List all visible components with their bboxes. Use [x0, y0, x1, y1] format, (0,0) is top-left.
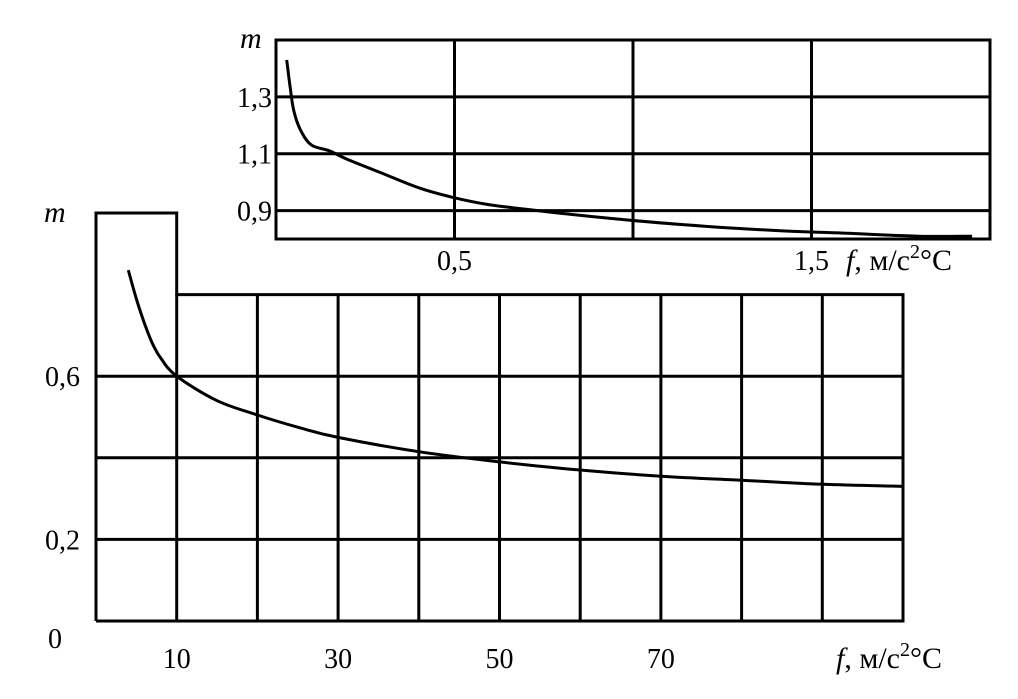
main-x-tick-label: 70	[647, 644, 675, 675]
main-y-tick-label: 0,6	[45, 362, 80, 393]
main-x-tick-label: 10	[163, 644, 191, 675]
inset-series-line	[285, 59, 973, 238]
main-grid	[94, 211, 905, 623]
main-x-axis-label: f, м/с2°С	[836, 639, 942, 675]
inset-x-axis-unit-tail: °С	[920, 244, 952, 277]
inset-y-tick-label: 1,1	[237, 140, 272, 171]
inset-x-tick-label: 1,5	[794, 246, 829, 277]
main-ticks: 10 30 50 70 0,2 0,6	[45, 362, 675, 675]
main-origin-label: 0	[48, 624, 62, 655]
inset-y-tick-label: 0,9	[237, 197, 272, 228]
inset-ticks: 0,5 1,5 0,9 1,1 1,3	[237, 83, 829, 277]
inset-x-axis-label: f, м/с2°С	[846, 241, 952, 277]
inset-y-axis-label: m	[240, 22, 262, 55]
main-series-line	[126, 269, 904, 488]
main-x-axis-unit-sup: 2	[900, 639, 910, 661]
main-x-axis-unit: , м/с	[844, 642, 900, 675]
main-y-axis-label: m	[44, 196, 66, 229]
main-x-tick-label: 30	[324, 644, 352, 675]
main-y-tick-label: 0,2	[45, 525, 80, 556]
main-chart: 10 30 50 70 0,2 0,6 m 0 f, м/с2°С	[44, 196, 942, 675]
inset-x-axis-unit-sup: 2	[910, 241, 920, 263]
main-x-axis-unit-tail: °С	[910, 642, 942, 675]
main-x-tick-label: 50	[486, 644, 514, 675]
inset-y-tick-label: 1,3	[237, 83, 272, 114]
inset-x-tick-label: 0,5	[437, 246, 472, 277]
inset-chart: 0,5 1,5 0,9 1,1 1,3 m f, м/с2°С	[237, 22, 992, 277]
inset-grid	[274, 38, 992, 241]
inset-x-axis-unit: , м/с	[854, 244, 910, 277]
